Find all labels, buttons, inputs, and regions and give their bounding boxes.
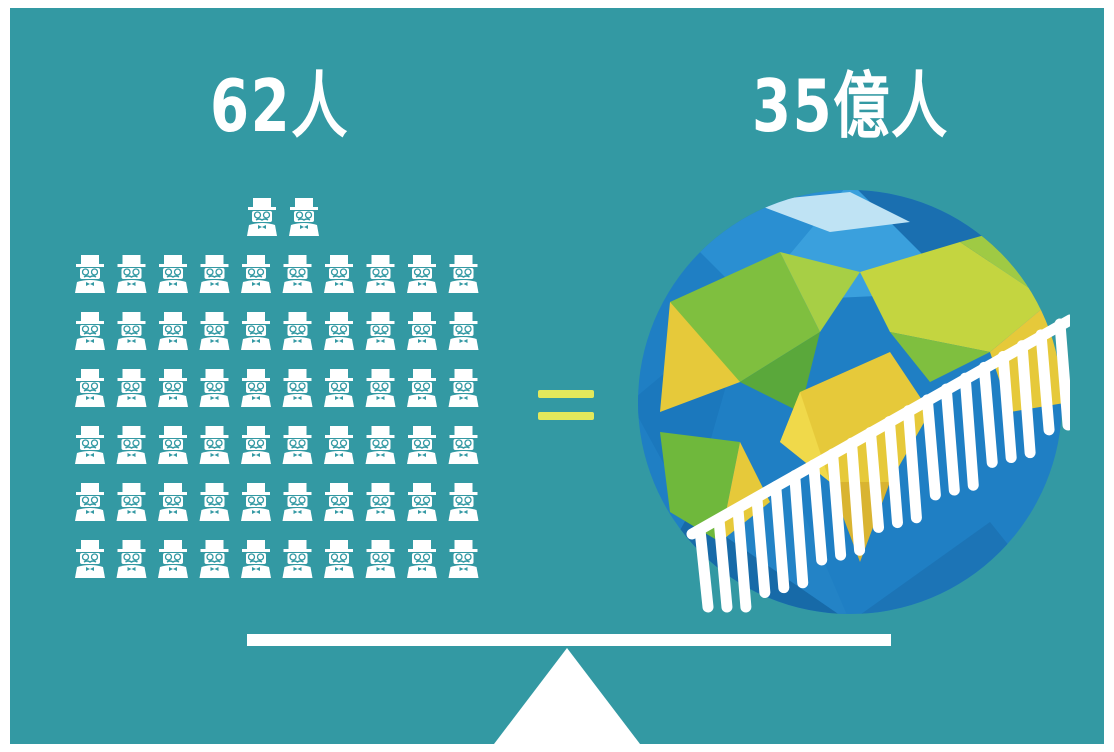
gentleman-top-hat-icon bbox=[74, 482, 106, 522]
gentleman-top-hat-icon bbox=[447, 254, 480, 294]
hatch-stroke bbox=[751, 491, 771, 598]
gentleman-top-hat-icon bbox=[323, 425, 355, 465]
gentleman-top-hat-icon bbox=[281, 368, 314, 408]
hatch-stroke bbox=[1054, 318, 1070, 431]
gentleman-top-hat-icon bbox=[74, 254, 106, 294]
gentleman-top-hat-icon bbox=[406, 425, 438, 465]
gentleman-top-hat-icon bbox=[157, 311, 189, 351]
hatch-stroke bbox=[865, 426, 885, 533]
hand-drawn-hatch-icon bbox=[686, 314, 1070, 613]
gentleman-top-hat-icon bbox=[115, 425, 148, 465]
equals-icon bbox=[538, 390, 594, 422]
gentleman-top-hat-icon bbox=[157, 539, 189, 579]
right-headline: 35億人 bbox=[752, 64, 949, 148]
gentleman-top-hat-icon bbox=[406, 539, 438, 579]
gentleman-top-hat-icon bbox=[157, 368, 189, 408]
gentleman-top-hat-icon bbox=[364, 425, 397, 465]
gentleman-top-hat-icon bbox=[323, 539, 355, 579]
gentleman-top-hat-icon bbox=[323, 482, 355, 522]
gentleman-top-hat-icon bbox=[281, 254, 314, 294]
low-poly-globe-icon bbox=[638, 190, 1070, 614]
gentleman-top-hat-icon bbox=[74, 311, 106, 351]
gentleman-top-hat-icon bbox=[281, 539, 314, 579]
left-headline: 62人 bbox=[210, 64, 349, 148]
hatch-stroke bbox=[921, 394, 941, 501]
gentleman-top-hat-icon bbox=[198, 539, 231, 579]
hatch-stroke bbox=[808, 459, 828, 566]
gentleman-top-hat-icon bbox=[447, 425, 480, 465]
gentleman-top-hat-icon bbox=[406, 254, 438, 294]
gentleman-top-hat-icon bbox=[323, 368, 355, 408]
gentleman-top-hat-icon bbox=[74, 539, 106, 579]
gentleman-top-hat-icon bbox=[406, 311, 438, 351]
gentleman-top-hat-icon bbox=[198, 425, 231, 465]
equals-top-bar bbox=[538, 390, 594, 398]
gentleman-top-hat-icon bbox=[198, 368, 231, 408]
gentleman-top-hat-icon bbox=[115, 254, 148, 294]
gentleman-top-hat-icon bbox=[406, 368, 438, 408]
hatch-stroke bbox=[883, 416, 903, 529]
gentleman-top-hat-icon bbox=[364, 368, 397, 408]
gentleman-top-hat-icon bbox=[281, 311, 314, 351]
gentleman-top-hat-icon bbox=[323, 254, 355, 294]
hatch-stroke bbox=[694, 524, 714, 613]
gentleman-top-hat-icon bbox=[74, 368, 106, 408]
hatch-stroke bbox=[978, 361, 998, 468]
gentleman-top-hat-icon bbox=[240, 482, 272, 522]
hatch-stroke bbox=[940, 383, 960, 496]
gentleman-top-hat-icon bbox=[288, 197, 320, 237]
hatch-stroke bbox=[789, 470, 809, 589]
gentleman-top-hat-icon bbox=[240, 539, 272, 579]
gentleman-top-hat-icon bbox=[115, 368, 148, 408]
hatch-stroke bbox=[959, 372, 979, 491]
gentleman-top-hat-icon bbox=[115, 539, 148, 579]
hatch-stroke bbox=[997, 351, 1017, 464]
gentleman-top-hat-icon bbox=[364, 254, 397, 294]
hatch-stroke bbox=[770, 481, 790, 594]
hatch-stroke bbox=[1016, 340, 1036, 459]
gentleman-top-hat-icon bbox=[240, 425, 272, 465]
gentleman-top-hat-icon bbox=[364, 539, 397, 579]
gentleman-top-hat-icon bbox=[364, 482, 397, 522]
gentleman-top-hat-icon bbox=[157, 254, 189, 294]
gentleman-top-hat-icon bbox=[447, 368, 480, 408]
gentleman-top-hat-icon bbox=[447, 311, 480, 351]
hatch-stroke bbox=[846, 437, 866, 556]
gentleman-top-hat-icon bbox=[157, 482, 189, 522]
hatch-stroke bbox=[902, 405, 922, 524]
gentleman-top-hat-icon bbox=[115, 311, 148, 351]
gentleman-top-hat-icon bbox=[406, 482, 438, 522]
gentleman-top-hat-icon bbox=[281, 425, 314, 465]
gentleman-top-hat-icon bbox=[198, 311, 231, 351]
infographic-panel: 62人 35億人 bbox=[10, 8, 1104, 744]
gentleman-top-hat-icon bbox=[240, 254, 272, 294]
hatch-stroke bbox=[1035, 329, 1055, 436]
gentleman-top-hat-icon bbox=[447, 539, 480, 579]
gentleman-top-hat-icon bbox=[240, 368, 272, 408]
gentleman-top-hat-icon bbox=[246, 197, 278, 237]
hatch-stroke bbox=[732, 502, 752, 613]
gentleman-top-hat-icon bbox=[281, 482, 314, 522]
gentleman-top-hat-icon bbox=[74, 425, 106, 465]
hatch-stroke bbox=[827, 448, 847, 561]
gentleman-top-hat-icon bbox=[115, 482, 148, 522]
scale-beam bbox=[247, 634, 891, 646]
equals-bottom-bar bbox=[538, 412, 594, 420]
gentleman-top-hat-icon bbox=[240, 311, 272, 351]
gentleman-top-hat-icon bbox=[157, 425, 189, 465]
gentleman-top-hat-icon bbox=[198, 482, 231, 522]
gentleman-top-hat-icon bbox=[198, 254, 231, 294]
gentleman-top-hat-icon bbox=[447, 482, 480, 522]
gentleman-top-hat-icon bbox=[364, 311, 397, 351]
hatch-stroke bbox=[713, 513, 733, 613]
gentleman-top-hat-icon bbox=[323, 311, 355, 351]
scale-pivot-icon bbox=[494, 648, 640, 744]
